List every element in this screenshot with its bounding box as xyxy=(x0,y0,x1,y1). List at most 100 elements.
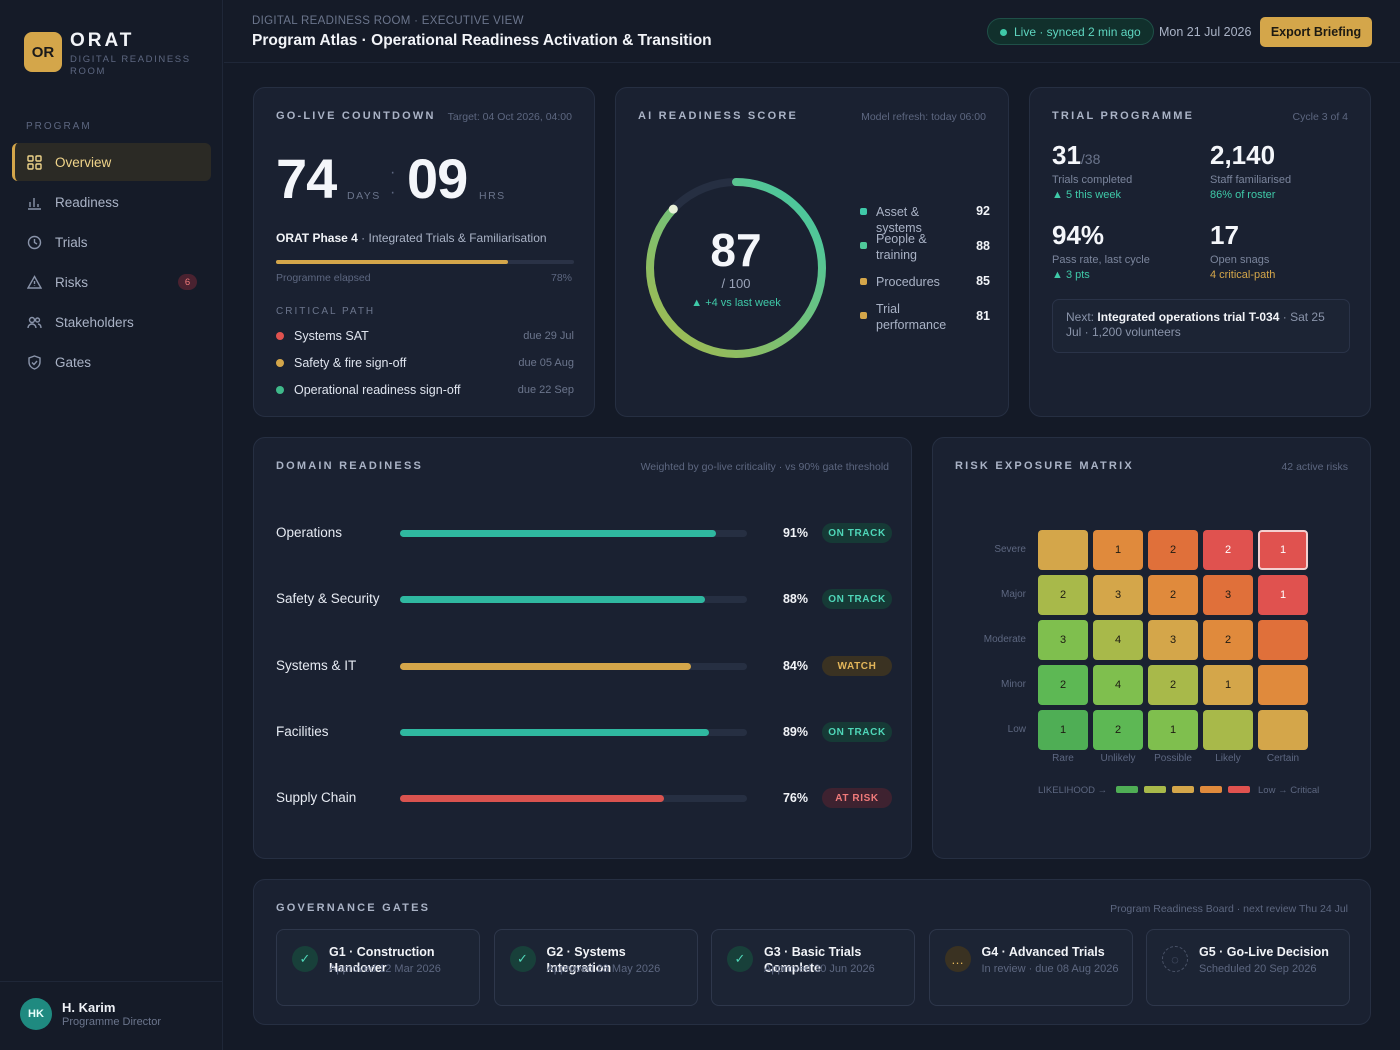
circle-icon: ◌ xyxy=(1162,946,1188,972)
risk-cell[interactable]: 3 xyxy=(1038,620,1088,660)
gate-card[interactable]: ✓ G2 · Systems Integration Approved 28 May… xyxy=(493,929,698,1006)
domain-meta: Weighted by go-live criticality · vs 90%… xyxy=(640,461,889,473)
risk-cell[interactable]: 2 xyxy=(1093,710,1143,750)
sidebar-item-risks[interactable]: Risks 6 xyxy=(12,263,211,301)
countdown-card: GO-LIVE COUNTDOWN Target: 04 Oct 2026, 0… xyxy=(253,87,595,417)
risk-cell[interactable]: 1 xyxy=(1038,710,1088,750)
gate-card[interactable]: ✓ G1 · Construction Handover Approved 12 M… xyxy=(276,929,480,1006)
risk-cell[interactable]: 2 xyxy=(1148,575,1198,615)
domain-row[interactable]: Supply Chain 76% AT RISK xyxy=(276,788,892,808)
gate-card[interactable]: … G4 · Advanced Trials In review · due 08 … xyxy=(928,929,1133,1006)
gate-card[interactable]: ◌ G5 · Go-Live Decision Scheduled 20 Sep 2… xyxy=(1146,929,1350,1006)
stat-suffix: /38 xyxy=(1080,151,1101,167)
active-risks-count: 42 active risks xyxy=(1281,461,1348,473)
risk-cell[interactable]: 2 xyxy=(1203,620,1253,660)
stat-label: Open snags xyxy=(1210,254,1270,266)
sidebar-item-stakeholders[interactable]: Stakeholders xyxy=(12,303,211,341)
domain-row[interactable]: Safety & Security 88% ON TRACK xyxy=(276,589,892,609)
domain-bar-fill xyxy=(400,596,706,603)
risk-cell[interactable]: 3 xyxy=(1093,575,1143,615)
avatar[interactable]: HK xyxy=(20,998,52,1030)
countdown-target: Target: 04 Oct 2026, 04:00 xyxy=(447,111,572,123)
status-badge: ON TRACK xyxy=(822,722,892,742)
severity-label: Moderate xyxy=(983,634,1026,645)
clock-icon xyxy=(26,234,42,250)
gate-title: G2 · Systems Integration xyxy=(546,945,626,975)
legend-swatch xyxy=(1228,786,1250,793)
phase-desc: · Integrated Trials & Familiarisation xyxy=(361,231,547,245)
component-value: 85 xyxy=(976,274,990,288)
risk-count-badge: 6 xyxy=(178,274,197,290)
risk-cell[interactable] xyxy=(1038,530,1088,570)
sidebar-item-readiness[interactable]: Readiness xyxy=(12,183,211,221)
critical-item-due: due 05 Aug xyxy=(518,357,574,369)
risk-cell[interactable]: 2 xyxy=(1148,665,1198,705)
status-badge: ON TRACK xyxy=(822,589,892,609)
gate-title: G1 · Construction Handover xyxy=(329,945,435,975)
risk-cell[interactable] xyxy=(1258,710,1308,750)
risk-cell[interactable]: 2 xyxy=(1038,665,1088,705)
risk-cell[interactable] xyxy=(1258,620,1308,660)
critical-item[interactable]: Safety & fire sign-off due 05 Aug xyxy=(276,355,574,373)
stat-label: Staff familiarised xyxy=(1210,174,1292,186)
risk-cell[interactable] xyxy=(1203,710,1253,750)
risk-cell[interactable]: 1 xyxy=(1093,530,1143,570)
sidebar-item-label: Overview xyxy=(55,154,112,170)
domain-row[interactable]: Facilities 89% ON TRACK xyxy=(276,722,892,742)
risk-cell[interactable] xyxy=(1258,665,1308,705)
domain-row[interactable]: Systems & IT 84% WATCH xyxy=(276,656,892,676)
critical-item[interactable]: Operational readiness sign-off due 22 Sep xyxy=(276,382,574,400)
sidebar-item-overview[interactable]: Overview xyxy=(12,143,211,181)
score-value: 87 xyxy=(710,224,762,276)
domain-row[interactable]: Operations 91% ON TRACK xyxy=(276,523,892,543)
sidebar-item-label: Risks xyxy=(55,274,88,290)
risk-cell[interactable]: 3 xyxy=(1203,575,1253,615)
cycle-label: Cycle 3 of 4 xyxy=(1292,111,1348,123)
domain-percent: 84% xyxy=(782,659,808,673)
critical-path-label: CRITICAL PATH xyxy=(276,306,376,317)
domain-bar-fill xyxy=(400,530,716,537)
card-title: GOVERNANCE GATES xyxy=(276,902,431,914)
export-briefing-button[interactable]: Export Briefing xyxy=(1260,17,1372,47)
elapsed-label: Programme elapsed xyxy=(276,272,371,284)
gate-card[interactable]: ✓ G3 · Basic Trials Complete Approved 30 J… xyxy=(711,929,915,1006)
warning-icon xyxy=(26,274,42,290)
top-bar: DIGITAL READINESS ROOM · EXECUTIVE VIEW … xyxy=(224,0,1400,63)
legend-swatch xyxy=(860,312,867,319)
risk-cell[interactable]: 1 xyxy=(1203,665,1253,705)
risk-cell[interactable]: 2 xyxy=(1038,575,1088,615)
risk-cell[interactable]: 3 xyxy=(1148,620,1198,660)
ellipsis-icon: … xyxy=(944,946,971,972)
domain-readiness-card: DOMAIN READINESS Weighted by go-live cri… xyxy=(253,437,912,859)
domain-percent: 91% xyxy=(782,526,808,540)
status-badge: AT RISK xyxy=(822,788,892,808)
risk-cell[interactable]: 2 xyxy=(1148,530,1198,570)
elapsed-progress-bar xyxy=(276,260,574,264)
sidebar-item-trials[interactable]: Trials xyxy=(12,223,211,261)
critical-item[interactable]: Systems SAT due 29 Jul xyxy=(276,328,574,346)
legend-swatch xyxy=(1200,786,1222,793)
next-trial-box[interactable]: Next: Integrated operations trial T-034 … xyxy=(1052,299,1350,353)
risk-cell[interactable]: 1 xyxy=(1258,575,1308,615)
risk-cell[interactable]: 2 xyxy=(1203,530,1253,570)
current-date: Mon 21 Jul 2026 xyxy=(1159,25,1252,39)
score-component: Asset & systems 92 xyxy=(860,204,990,235)
risk-cell[interactable]: 4 xyxy=(1093,665,1143,705)
gate-status: In review · due 08 Aug 2026 xyxy=(981,963,1119,975)
domain-bar-track xyxy=(400,729,747,736)
stat-sub: 86% of roster xyxy=(1210,189,1276,201)
user-name: H. Karim xyxy=(62,1000,116,1015)
card-title: DOMAIN READINESS xyxy=(276,460,424,472)
status-dot xyxy=(276,332,284,340)
risk-cell[interactable]: 4 xyxy=(1093,620,1143,660)
gate-title: G3 · Basic Trials Complete xyxy=(764,945,862,975)
check-icon: ✓ xyxy=(292,946,318,972)
sidebar-divider xyxy=(0,981,223,982)
domain-bar-track xyxy=(400,663,747,670)
governance-gates-card: GOVERNANCE GATES Program Readiness Board… xyxy=(253,879,1371,1025)
stat-label: Pass rate, last cycle xyxy=(1052,254,1150,266)
sidebar-item-gates[interactable]: Gates xyxy=(12,343,211,381)
critical-item-due: due 29 Jul xyxy=(523,330,574,342)
risk-cell[interactable]: 1 xyxy=(1258,530,1308,570)
risk-cell[interactable]: 1 xyxy=(1148,710,1198,750)
